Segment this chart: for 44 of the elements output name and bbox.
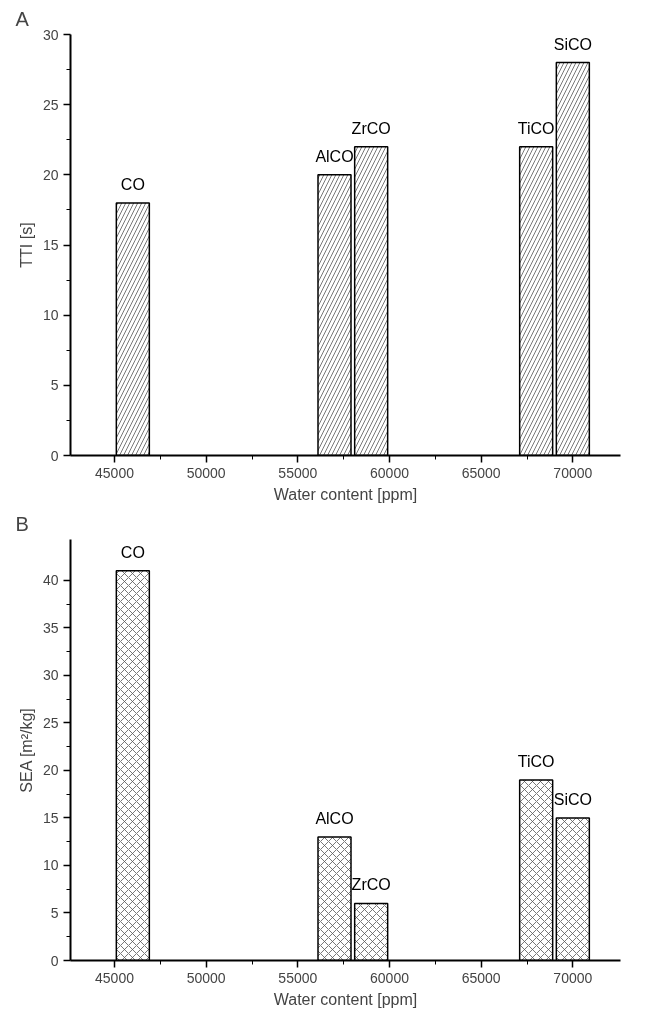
x-axis-title: Water content [ppm] [273,485,418,503]
y-tick-label: 5 [50,377,59,394]
annotation: TiCO [517,752,555,770]
x-tick-label: 55000 [278,464,318,481]
annotation: CO [120,175,145,193]
x-tick-label: 65000 [461,969,501,986]
annotation: ZrCO [351,119,391,137]
y-tick-label: 20 [42,762,59,779]
y-tick-label: 15 [42,237,59,253]
y-tick-label: 20 [42,166,59,183]
annotation: SiCO [553,790,592,808]
x-tick-label: 50000 [186,969,226,986]
y-axis-title: TTI [s] [17,222,35,268]
y-tick-label: 30 [42,26,59,43]
y-tick-label: 5 [50,904,59,921]
y-tick-label: 35 [42,619,59,636]
x-tick-label: 60000 [370,464,410,481]
x-tick-label: 45000 [95,969,135,986]
chart-title: A [15,7,30,30]
y-tick-label: 30 [42,667,59,684]
annotation: TiCO [517,119,555,137]
annotation: ZrCO [351,876,391,894]
y-tick-label: 0 [50,447,59,464]
annotation: AlCO [315,147,354,165]
y-tick-label: 0 [50,952,59,969]
y-tick-label: 10 [42,857,59,874]
annotation: SiCO [553,35,592,53]
annotation: AlCO [315,809,354,827]
y-tick-label: 10 [42,307,59,324]
x-tick-label: 60000 [370,969,410,986]
y-tick-label: 25 [42,96,59,113]
chart-title: B [15,512,29,535]
x-tick-label: 45000 [95,464,135,481]
y-tick-label: 40 [42,572,59,589]
x-axis-title: Water content [ppm] [273,990,418,1008]
x-tick-label: 65000 [461,464,501,481]
x-tick-label: 70000 [553,969,593,986]
x-tick-label: 70000 [553,464,593,481]
y-tick-label: 25 [42,714,59,731]
x-tick-label: 55000 [278,969,318,986]
annotation: CO [120,543,145,561]
y-tick-label: 15 [42,809,59,826]
y-axis-title: SEA [m²/kg] [17,708,35,793]
x-tick-label: 50000 [186,464,226,481]
